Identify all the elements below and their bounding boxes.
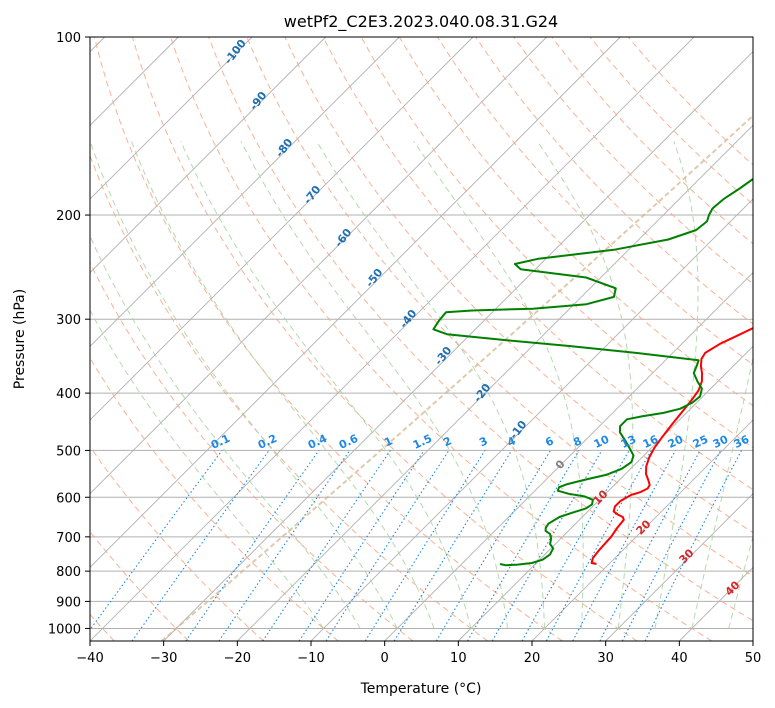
skewed-isotherm	[237, 124, 753, 641]
mixing-ratio-line	[572, 450, 676, 641]
y-tick-label: 800	[56, 565, 81, 580]
mixing-ratio-label: 16	[641, 433, 661, 451]
mixing-ratio-line	[545, 450, 652, 641]
x-axis-label: Temperature (°C)	[360, 681, 482, 697]
x-tick-label: −20	[224, 651, 251, 666]
y-tick-label: 600	[56, 491, 81, 506]
dry-adiabat	[513, 37, 753, 285]
moist-adiabat	[316, 140, 545, 629]
mixing-ratio-line	[325, 450, 450, 641]
moist-adiabat	[691, 355, 753, 629]
mixing-ratio-label: 36	[732, 433, 752, 451]
mixing-ratio-label: 25	[691, 433, 710, 451]
mixing-ratio-line	[131, 450, 270, 641]
moist-adiabat	[413, 140, 584, 629]
y-tick-label: 300	[56, 313, 81, 328]
dry-adiabat	[90, 261, 414, 641]
dry-adiabat	[322, 37, 753, 491]
data-series	[432, 177, 753, 567]
y-tick-label: 400	[56, 387, 81, 402]
plot-frame	[89, 36, 754, 642]
x-tick-label: −40	[76, 651, 103, 666]
y-tick-label: 100	[56, 31, 81, 46]
mixing-ratio-lines	[90, 450, 742, 641]
y-tick-label: 500	[56, 444, 81, 459]
skewed-isotherm	[605, 493, 753, 641]
mixing-ratio-line	[521, 450, 630, 641]
x-tick-label: −10	[297, 651, 324, 666]
mixing-ratio-line	[393, 450, 513, 641]
y-tick-label: 200	[56, 209, 81, 224]
skewed-isotherm	[163, 51, 753, 641]
skewed-isotherm	[90, 37, 400, 347]
moist-adiabat	[130, 141, 435, 629]
x-tick-label: 40	[671, 651, 688, 666]
x-tick-label: −30	[150, 651, 177, 666]
moist-adiabat	[90, 141, 398, 629]
reference-curve	[160, 114, 753, 641]
x-tick-label: 20	[524, 651, 541, 666]
skewed-isotherm	[458, 345, 753, 641]
pressure-gridlines	[90, 36, 753, 629]
skewed-isotherm	[90, 37, 695, 641]
x-axis-ticks: −40 −30 −20 −10 0 10 20 30 40 50	[76, 641, 761, 666]
mixing-ratio-line	[185, 450, 320, 641]
x-tick-label: 30	[597, 651, 614, 666]
dewpoint-line	[432, 177, 753, 567]
mixing-ratio-label: 20	[666, 433, 686, 451]
moist-adiabat	[654, 141, 699, 629]
dry-adiabat	[90, 357, 339, 641]
dry-adiabat	[284, 37, 753, 534]
skewed-isotherm	[531, 419, 753, 641]
mixing-ratio-line	[621, 450, 722, 641]
skewed-isotherm	[90, 37, 621, 568]
dry-adiabat	[246, 37, 753, 577]
y-axis-ticks: 100 200 300 400 500 600 700 800 900 1000	[48, 31, 90, 637]
y-tick-label: 1000	[48, 622, 81, 637]
moist-adiabat	[728, 534, 753, 629]
x-tick-label: 0	[381, 651, 389, 666]
dry-adiabat	[170, 37, 712, 641]
mixing-ratio-line	[90, 450, 223, 631]
mixing-ratio-label: 30	[711, 433, 731, 451]
y-tick-label: 700	[56, 531, 81, 546]
dry-adiabat	[131, 37, 638, 641]
mixing-ratio-label: 10	[592, 433, 612, 451]
temperature-line	[590, 326, 753, 565]
skewed-isotherm	[90, 37, 326, 274]
mixing-ratio-line	[298, 450, 425, 641]
mixing-ratio-line	[218, 450, 351, 641]
dry-adiabat	[475, 37, 753, 325]
dry-adiabat	[90, 445, 264, 641]
skewed-isotherm	[90, 37, 474, 421]
skewed-isotherm	[90, 37, 547, 495]
moist-adiabat	[180, 140, 472, 629]
x-tick-label: 10	[450, 651, 467, 666]
mixing-ratio-label: 13	[619, 433, 638, 451]
mixing-ratio-line	[644, 450, 742, 641]
dry-adiabat	[93, 37, 563, 641]
mixing-ratio-line	[262, 450, 391, 641]
skewed-isotherm	[90, 37, 253, 200]
y-axis-label: Pressure (hPa)	[12, 289, 28, 389]
chart-title: wetPf2_C2E3.2023.040.08.31.G24	[284, 12, 558, 32]
skewed-isotherm	[384, 272, 753, 641]
x-tick-label: 50	[745, 651, 762, 666]
moist-adiabat	[90, 309, 324, 629]
plot-area	[90, 37, 753, 641]
moist-adiabat	[90, 234, 361, 629]
y-tick-label: 900	[56, 595, 81, 610]
